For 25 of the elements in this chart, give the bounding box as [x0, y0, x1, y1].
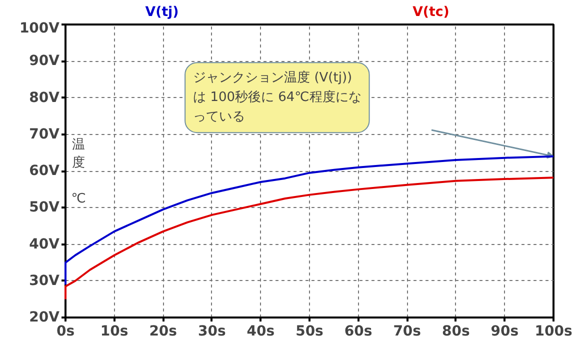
x-tick-label: 10s: [100, 324, 128, 340]
y-tick-label: 30V: [29, 272, 60, 289]
x-tick-label: 60s: [344, 324, 372, 340]
y-tick-label: 40V: [29, 236, 60, 252]
y-tick-label: 100V: [19, 20, 60, 36]
y-tick-label: 90V: [29, 53, 60, 70]
x-tick-label: 70s: [393, 324, 422, 340]
text: V(tj): [144, 4, 180, 22]
x-tick-label: 100s: [534, 324, 572, 340]
x-tick-label: 50s: [296, 324, 324, 340]
y-tick-label: 60V: [29, 163, 60, 179]
line-series: [64, 176, 554, 300]
y-tick-label: 20V: [29, 310, 60, 326]
y-tick-label: 50V: [29, 200, 60, 216]
x-tick-label: 30s: [198, 324, 226, 340]
x-tick-label: 40s: [246, 324, 275, 340]
x-tick-label: 20s: [149, 324, 178, 340]
text: 温度 ℃: [71, 138, 86, 206]
text: V(tc): [412, 4, 450, 22]
x-tick-label: 0s: [56, 324, 75, 340]
y-tick-label: 70V: [29, 126, 60, 142]
y-tick-label: 80V: [29, 90, 60, 106]
annotation: ジャンクション温度 (V(tj))は 100秒後に 64℃程度になっている: [193, 70, 362, 125]
x-tick-label: 90s: [490, 324, 519, 340]
x-tick-label: 80s: [442, 324, 470, 340]
